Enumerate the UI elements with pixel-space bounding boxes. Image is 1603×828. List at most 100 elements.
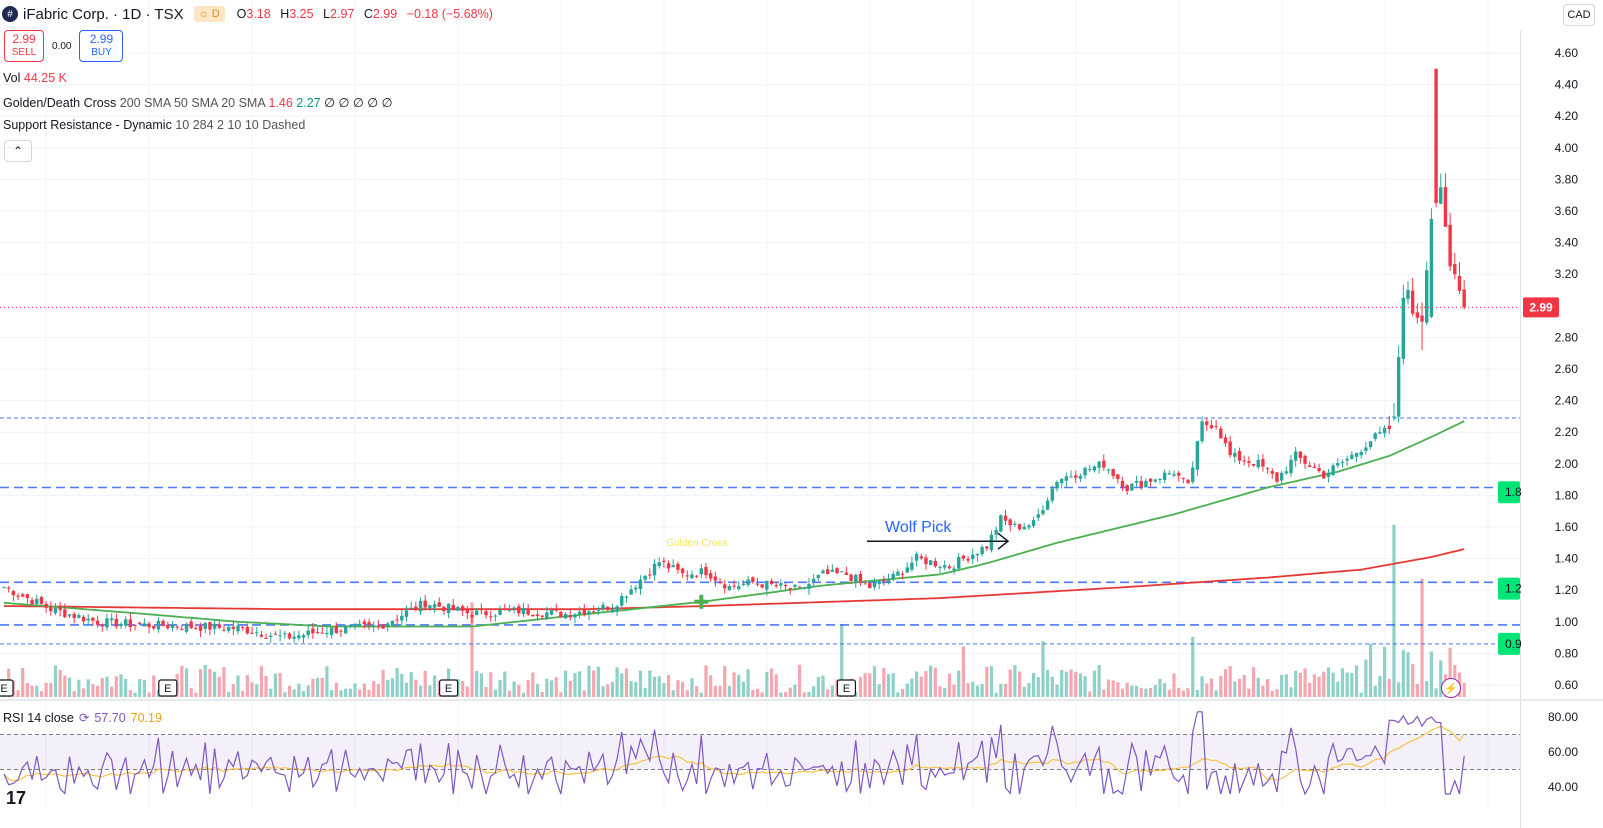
candle-body xyxy=(11,591,16,596)
level-price-tag xyxy=(1498,481,1520,504)
volume-bar xyxy=(1172,673,1176,697)
golden-death-cross-legend[interactable]: Golden/Death Cross 200 SMA 50 SMA 20 SMA… xyxy=(3,95,392,110)
volume-bar xyxy=(259,666,263,697)
volume-bar xyxy=(217,676,221,697)
tradingview-logo[interactable]: 17 xyxy=(6,788,27,808)
candle-body xyxy=(226,626,231,631)
volume-bar xyxy=(924,671,928,697)
volume-bar xyxy=(114,676,118,697)
volume-bar xyxy=(1186,688,1190,697)
volume-bar xyxy=(245,675,249,697)
volume-bar xyxy=(1027,683,1031,697)
candle-body xyxy=(456,607,460,611)
candle-body xyxy=(128,619,133,627)
candle-body xyxy=(189,621,193,628)
volume-bar xyxy=(1013,665,1017,697)
volume-bar xyxy=(91,684,95,697)
volume-bar xyxy=(905,683,909,697)
volume-bar xyxy=(1046,669,1050,697)
candle-body xyxy=(460,606,465,611)
lightning-icon[interactable]: ⚡ xyxy=(1441,678,1461,698)
candle-body xyxy=(1059,478,1064,483)
candle-body xyxy=(376,625,381,627)
symbol-title[interactable]: iFabric Corp. · 1D · TSX xyxy=(23,5,184,23)
candle-body xyxy=(222,629,226,631)
volume-bar xyxy=(49,683,53,697)
volume-bar xyxy=(395,667,399,697)
volume-bar xyxy=(961,646,965,697)
sell-button[interactable]: 2.99 SELL xyxy=(4,30,44,62)
volume-bar xyxy=(479,673,483,697)
volume-bar xyxy=(287,685,292,697)
candle-body xyxy=(343,626,348,634)
volume-bar xyxy=(1406,652,1410,697)
volume-bar xyxy=(1003,683,1008,697)
volume-bar xyxy=(1200,676,1204,697)
volume-bar xyxy=(124,678,128,697)
gdc-sma200-value: 1.46 xyxy=(268,96,293,110)
volume-bar xyxy=(362,683,366,697)
volume-bar xyxy=(975,685,980,697)
volume-legend[interactable]: Vol 44.25 K xyxy=(3,71,67,85)
candle-body xyxy=(512,607,516,609)
candle-body xyxy=(1439,187,1443,204)
candle-body xyxy=(353,623,357,625)
candle-body xyxy=(1191,467,1195,482)
candle-body xyxy=(123,619,128,626)
volume-bar xyxy=(39,691,44,697)
volume-bar xyxy=(1116,682,1120,697)
candle-body xyxy=(648,574,652,576)
volume-bar xyxy=(180,665,184,697)
price-axis[interactable]: 4.60 4.40 4.20 4.00 3.80 3.60 3.40 3.20 2.80 2.60… xyxy=(1498,30,1578,828)
candle-body xyxy=(142,623,147,627)
candle-body xyxy=(774,585,778,587)
volume-bar xyxy=(21,667,25,697)
candle-body xyxy=(400,615,404,621)
volume-bar xyxy=(227,692,231,697)
volume-bar xyxy=(1233,681,1237,697)
volume-bar xyxy=(545,678,549,697)
currency-button[interactable]: CAD xyxy=(1563,4,1595,26)
rsi-legend[interactable]: RSI 14 close ⟳ 57.70 70.19 xyxy=(3,710,162,726)
golden-cross-label: Golden Cross xyxy=(666,538,727,549)
candle-body xyxy=(35,598,39,604)
volume-bar xyxy=(470,602,474,697)
candle-body xyxy=(694,575,699,577)
price-tick-label: 2.20 xyxy=(1555,425,1579,439)
candle-body xyxy=(980,547,984,555)
candle-body xyxy=(1172,474,1176,476)
candle-body xyxy=(708,573,713,579)
candle-body xyxy=(1228,441,1232,456)
candle-body xyxy=(245,626,250,634)
volume-bar xyxy=(1134,685,1139,697)
candle-body xyxy=(526,609,530,615)
candle-body xyxy=(1453,264,1457,275)
candle-body xyxy=(685,575,689,577)
candle-body xyxy=(81,616,86,622)
volume-bar xyxy=(1092,670,1097,697)
candle-body xyxy=(1312,466,1317,469)
candle-body xyxy=(1265,468,1270,470)
wolf-pick-label: Wolf Pick xyxy=(885,519,952,536)
candle-body xyxy=(362,621,367,625)
volume-bar xyxy=(1106,679,1111,697)
candle-body xyxy=(203,622,207,629)
collapse-legend-button[interactable]: ⌃ xyxy=(4,140,32,162)
volume-bar xyxy=(96,685,100,697)
candle-body xyxy=(573,614,577,618)
volume-bar xyxy=(826,689,830,697)
volume-bar xyxy=(1354,665,1359,697)
buy-button[interactable]: 2.99 BUY xyxy=(79,30,124,62)
candle-body xyxy=(21,594,25,597)
volume-bar xyxy=(549,680,554,697)
support-resistance-legend[interactable]: Support Resistance - Dynamic 10 284 2 10… xyxy=(3,118,305,132)
candle-body xyxy=(409,607,413,609)
volume-bar xyxy=(334,682,338,697)
ohlc-values: O3.18 H3.25 L2.97 C2.99 −0.18 (−5.68%) xyxy=(237,7,499,21)
candle-body xyxy=(423,600,427,608)
candle-body xyxy=(765,580,769,590)
market-status-badge[interactable]: ☼ D xyxy=(193,6,225,22)
volume-bar xyxy=(629,681,633,697)
candle-body xyxy=(835,568,839,574)
